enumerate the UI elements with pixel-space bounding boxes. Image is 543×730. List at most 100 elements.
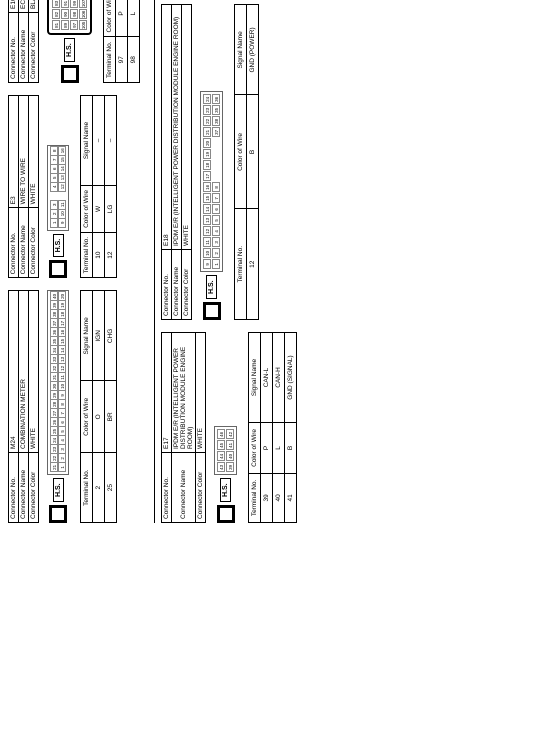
val: ECM bbox=[19, 0, 29, 12]
cell: CAN-L bbox=[261, 333, 273, 423]
th-wire: Color of Wire bbox=[104, 0, 116, 37]
lbl: Connector Color bbox=[29, 12, 39, 82]
info-e18: Connector No.E18 Connector NameIPDM E/R … bbox=[161, 4, 192, 320]
val: WHITE bbox=[182, 5, 192, 250]
cell: 41 bbox=[285, 473, 297, 522]
cell: 97 bbox=[116, 37, 128, 82]
info-e10: Connector No.E10 Connector NameECM Conne… bbox=[8, 0, 39, 83]
val-conn-no: M24 bbox=[9, 291, 19, 453]
block-e18: Connector No.E18 Connector NameIPDM E/R … bbox=[161, 4, 297, 320]
hs-label: H.S. bbox=[53, 478, 64, 502]
cell: L bbox=[128, 0, 140, 37]
val: IPDM E/R (INTELLIGENT POWER DISTRIBUTION… bbox=[172, 333, 196, 453]
lbl: Connector Color bbox=[196, 453, 206, 523]
conn-dia-e3: 12345678 910111213141516 bbox=[47, 145, 69, 231]
cell: GND (SIGNAL) bbox=[285, 333, 297, 423]
hs-icon bbox=[61, 65, 79, 83]
val-conn-name: COMBINATION METER bbox=[19, 291, 29, 453]
cell: P bbox=[261, 423, 273, 474]
cell: 39 bbox=[261, 473, 273, 522]
block-e17: Connector No.E17 Connector NameIPDM E/R … bbox=[161, 332, 297, 523]
cell: O bbox=[93, 381, 105, 453]
th-term: Terminal No. bbox=[81, 453, 93, 523]
block-e3: Connector No.E3 Connector NameWIRE TO WI… bbox=[8, 95, 140, 278]
hs-m24: H.S. 21222324252627282930313233343536373… bbox=[45, 290, 71, 523]
block-m24: Connector No.M24 Connector NameCOMBINATI… bbox=[8, 290, 140, 523]
sig-e18: Terminal No.Color of WireSignal Name 12B… bbox=[234, 4, 259, 320]
th-term: Terminal No. bbox=[249, 473, 261, 522]
cell: 98 bbox=[128, 37, 140, 82]
sig-e10: Terminal No.Color of WireSignal Name 97P… bbox=[103, 0, 140, 83]
hs-label: H.S. bbox=[206, 275, 217, 299]
lbl: Connector Name bbox=[19, 208, 29, 278]
hs-e3: H.S. 12345678 910111213141516 bbox=[45, 95, 71, 278]
cell: P bbox=[116, 0, 128, 37]
val-conn-color: WHITE bbox=[29, 291, 39, 453]
conn-dia-e10: 8182838485868788899091929394959697989910… bbox=[47, 0, 92, 35]
cell: 12 bbox=[105, 232, 117, 277]
hs-icon bbox=[203, 302, 221, 320]
val: E17 bbox=[162, 333, 172, 453]
val: WHITE bbox=[29, 95, 39, 207]
lbl: Connector No. bbox=[9, 12, 19, 82]
lbl-conn-color: Connector Color bbox=[29, 453, 39, 523]
cell: BR bbox=[105, 381, 117, 453]
divider bbox=[154, 0, 155, 523]
hs-icon bbox=[49, 260, 67, 278]
lbl: Connector Name bbox=[172, 250, 182, 320]
cell: – bbox=[93, 95, 105, 185]
hs-e18: H.S. 91011121314151617181920212223241234… bbox=[198, 4, 225, 320]
cell: W bbox=[93, 185, 105, 232]
cell: 10 bbox=[93, 232, 105, 277]
lbl: Connector No. bbox=[162, 453, 172, 523]
lbl: Connector Color bbox=[29, 208, 39, 278]
th-term: Terminal No. bbox=[81, 232, 93, 277]
cell: GND (POWER) bbox=[247, 5, 259, 95]
hs-e10: H.S. 81828384858687888990919293949596979… bbox=[45, 0, 94, 83]
sig-m24: Terminal No.Color of WireSignal Name 2OI… bbox=[80, 290, 117, 523]
lbl: Connector Name bbox=[19, 12, 29, 82]
conn-dia-m24: 2122232425262728293031323334353637383940… bbox=[47, 290, 69, 475]
th-wire: Color of Wire bbox=[81, 185, 93, 232]
cell: – bbox=[105, 95, 117, 185]
val: BLACK bbox=[29, 0, 39, 12]
cell: B bbox=[285, 423, 297, 474]
th-sig: Signal Name bbox=[235, 5, 247, 95]
th-sig: Signal Name bbox=[81, 95, 93, 185]
lbl: Connector Name bbox=[172, 453, 196, 523]
conn-dia-e17: 4344454639404142 bbox=[214, 426, 237, 475]
cell: IGN bbox=[93, 291, 105, 381]
hs-label: H.S. bbox=[64, 38, 75, 62]
th-term: Terminal No. bbox=[104, 37, 116, 82]
conn-dia-e18: 9101112131415161718192021222324123456783… bbox=[200, 91, 223, 272]
lbl: Connector No. bbox=[9, 208, 19, 278]
hs-icon bbox=[49, 505, 67, 523]
hs-icon bbox=[217, 505, 235, 523]
cell: L bbox=[273, 423, 285, 474]
cell: CAN-H bbox=[273, 333, 285, 423]
lbl: Connector Color bbox=[182, 250, 192, 320]
hs-e17: H.S. 4344454639404142 bbox=[212, 332, 239, 523]
val: WHITE bbox=[196, 333, 206, 453]
block-e10: Connector No.E10 Connector NameECM Conne… bbox=[8, 0, 140, 83]
th-sig: Signal Name bbox=[249, 333, 261, 423]
val: IPDM E/R (INTELLIGENT POWER DISTRIBUTION… bbox=[172, 5, 182, 250]
info-e17: Connector No.E17 Connector NameIPDM E/R … bbox=[161, 332, 206, 523]
info-m24: Connector No.M24 Connector NameCOMBINATI… bbox=[8, 290, 39, 523]
cell: 40 bbox=[273, 473, 285, 522]
val: WIRE TO WIRE bbox=[19, 95, 29, 207]
cell: CHG bbox=[105, 291, 117, 381]
th-wire: Color of Wire bbox=[81, 381, 93, 453]
val: E10 bbox=[9, 0, 19, 12]
sig-e17: Terminal No.Color of WireSignal Name 39P… bbox=[248, 332, 297, 523]
cell: 12 bbox=[247, 209, 259, 320]
val: E3 bbox=[9, 95, 19, 207]
sig-e3: Terminal No.Color of WireSignal Name 10W… bbox=[80, 95, 117, 278]
cell: 2 bbox=[93, 453, 105, 523]
th-wire: Color of Wire bbox=[235, 95, 247, 209]
val: E18 bbox=[162, 5, 172, 250]
lbl: Connector No. bbox=[162, 250, 172, 320]
lbl-conn-name: Connector Name bbox=[19, 453, 29, 523]
cell: 25 bbox=[105, 453, 117, 523]
th-term: Terminal No. bbox=[235, 209, 247, 320]
